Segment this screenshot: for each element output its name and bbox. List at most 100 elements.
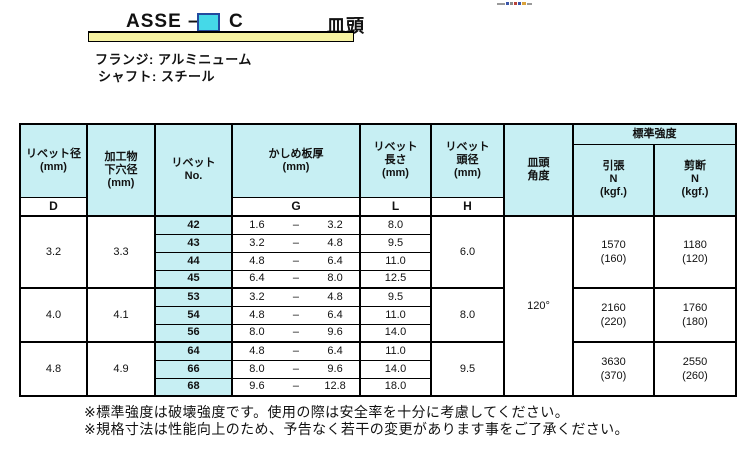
grip-max: 8.0	[327, 272, 343, 285]
header-pilot-hole: 加工物 下穴径 (mm)	[86, 123, 156, 217]
header-strength-group: 標準強度	[572, 123, 737, 145]
cell-grip-range: 9.6 – 12.8	[231, 377, 361, 397]
subheader-d: D	[19, 196, 88, 217]
range-dash: –	[292, 326, 300, 339]
grip-min: 8.0	[249, 326, 265, 339]
fragment-mark	[527, 3, 532, 5]
grip-max: 12.8	[324, 380, 346, 393]
footnote-strength: ※標準強度は破壊強度です。使用の際は安全率を十分に考慮してください。	[84, 404, 570, 420]
model-name-suffix: C	[229, 11, 243, 32]
header-shear: 剪断 N (kgf.)	[653, 143, 737, 217]
cell-grip-range: 8.0 – 9.6	[231, 359, 361, 379]
model-name-prefix: ASSE –	[126, 11, 200, 32]
range-dash: –	[292, 290, 300, 303]
grip-min: 3.2	[249, 290, 265, 303]
header-rivet-length: リベット 長さ (mm)	[359, 123, 432, 198]
table-row: 4.8 4.9 64 4.8 – 6.4 11.0 9.5 3630 (370) 2…	[19, 341, 737, 397]
range-dash: –	[292, 254, 300, 267]
cell-rivet-no: 64	[154, 341, 233, 361]
header-head-dia: リベット 頭径 (mm)	[430, 123, 505, 198]
cell-length: 8.0	[359, 215, 432, 235]
table-row: 3.2 3.3 42 1.6 – 3.2 8.0 6.0 120° 1570 (16…	[19, 215, 737, 397]
cell-length: 14.0	[359, 359, 432, 379]
cell-rivet-dia: 4.0	[19, 287, 88, 343]
cell-grip-range: 4.8 – 6.4	[231, 251, 361, 271]
cell-rivet-no: 44	[154, 251, 233, 271]
subheader-g: G	[231, 196, 361, 217]
table-row: 4.0 4.1 53 3.2 – 4.8 9.5 8.0 2160 (220) 17…	[19, 287, 737, 343]
cell-rivet-dia: 4.8	[19, 341, 88, 397]
grip-min: 4.8	[249, 308, 265, 321]
cell-length: 11.0	[359, 251, 432, 271]
cell-rivet-no: 42	[154, 215, 233, 235]
header-tensile: 引張 N (kgf.)	[572, 143, 655, 217]
cell-grip-range: 1.6 – 3.2	[231, 215, 361, 235]
cell-shear: 2550 (260)	[653, 341, 737, 397]
cell-length: 9.5	[359, 287, 432, 307]
cell-rivet-no: 66	[154, 359, 233, 379]
cell-rivet-no: 45	[154, 269, 233, 289]
cell-rivet-dia: 3.2	[19, 215, 88, 289]
range-dash: –	[292, 380, 300, 393]
cell-shear: 1180 (120)	[653, 215, 737, 289]
fragment-mark	[522, 2, 526, 5]
grip-max: 6.4	[327, 254, 343, 267]
cell-grip-range: 3.2 – 4.8	[231, 233, 361, 253]
range-dash: –	[292, 362, 300, 375]
grip-max: 6.4	[327, 308, 343, 321]
header-rivet-no: リベット No.	[154, 123, 233, 217]
grip-min: 3.2	[249, 236, 265, 249]
cell-grip-range: 4.8 – 6.4	[231, 305, 361, 325]
grip-min: 9.6	[249, 380, 265, 393]
cell-length: 14.0	[359, 323, 432, 343]
header-head-angle: 皿頭 角度	[503, 123, 574, 217]
table-row: 43 3.2 – 4.8 9.5	[20, 233, 736, 253]
cell-pilot-hole: 4.9	[86, 341, 156, 397]
cell-head-dia: 9.5	[430, 341, 505, 397]
shaft-material-line: シャフト: スチール	[98, 69, 215, 84]
cell-length: 11.0	[359, 305, 432, 325]
grip-max: 9.6	[327, 326, 343, 339]
cell-grip-range: 8.0 – 9.6	[231, 323, 361, 343]
fragment-mark	[518, 2, 521, 5]
grip-max: 9.6	[327, 362, 343, 375]
table-row: 45 6.4 – 8.0 12.5	[20, 269, 736, 289]
range-dash: –	[292, 236, 300, 249]
cell-grip-range: 6.4 – 8.0	[231, 269, 361, 289]
subheader-l: L	[359, 196, 432, 217]
grip-min: 8.0	[249, 362, 265, 375]
header-rivet-dia: リベット径 (mm)	[19, 123, 88, 198]
cell-head-dia: 8.0	[430, 287, 505, 343]
cell-pilot-hole: 3.3	[86, 215, 156, 289]
cell-length: 9.5	[359, 233, 432, 253]
cell-rivet-no: 53	[154, 287, 233, 307]
header-subrow: D G L H	[19, 196, 736, 217]
rivet-spec-table: リベット径 (mm) 加工物 下穴径 (mm) リベット No. かしめ板厚 (…	[19, 123, 737, 397]
grip-min: 4.8	[249, 254, 265, 267]
range-dash: –	[292, 344, 300, 357]
grip-max: 4.8	[327, 236, 343, 249]
grip-max: 3.2	[327, 218, 343, 231]
footnote-spec-change: ※規格寸法は性能向上のため、予告なく若干の変更があります事をご了承ください。	[84, 421, 629, 437]
fragment-mark	[506, 2, 509, 5]
cell-rivet-no: 68	[154, 377, 233, 397]
cell-tensile: 3630 (370)	[572, 341, 655, 397]
fragment-mark	[510, 2, 513, 5]
yellow-highlight-bar	[88, 31, 354, 42]
range-dash: –	[292, 272, 300, 285]
cell-length: 12.5	[359, 269, 432, 289]
model-size-placeholder-box	[197, 13, 220, 32]
flange-material-line: フランジ: アルミニューム	[95, 52, 252, 67]
table-row: 54 4.8 – 6.4 11.0	[20, 305, 736, 325]
cell-length: 18.0	[359, 377, 432, 397]
cell-head-dia: 6.0	[430, 215, 505, 289]
cell-rivet-no: 56	[154, 323, 233, 343]
range-dash: –	[292, 218, 300, 231]
cell-length: 11.0	[359, 341, 432, 361]
grip-max: 6.4	[327, 344, 343, 357]
fragment-mark	[497, 3, 505, 5]
cell-grip-range: 3.2 – 4.8	[231, 287, 361, 307]
grip-max: 4.8	[327, 290, 343, 303]
table-row: 68 9.6 – 12.8 18.0	[20, 377, 736, 397]
